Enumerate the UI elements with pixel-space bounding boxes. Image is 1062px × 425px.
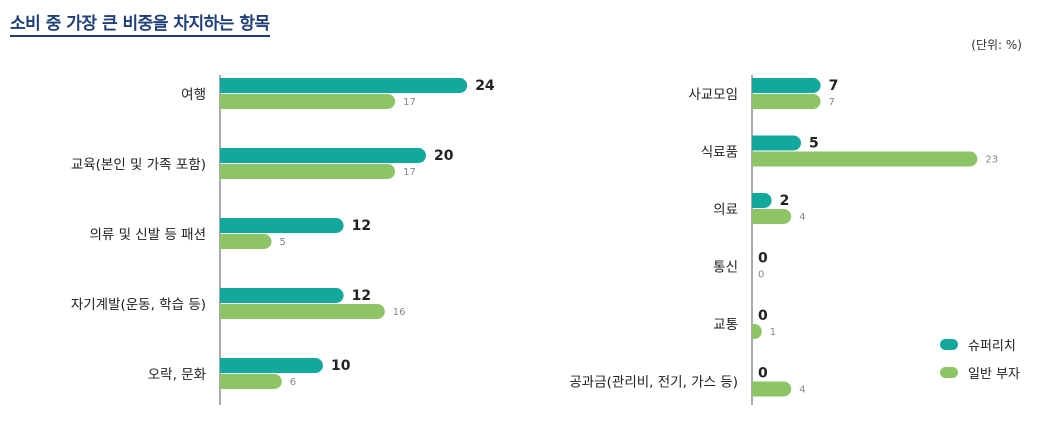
data-label: 5 [809,136,819,152]
unit-label: (단위: %) [971,38,1022,52]
category-label: 여행 [181,87,206,103]
category-label: 교육(본인 및 가족 포함) [71,157,206,173]
bar [220,358,324,373]
data-label: 12 [352,288,371,304]
bar [220,288,344,303]
data-label: 0 [758,270,764,281]
category-label: 자기계발(운동, 학습 등) [71,297,206,313]
bar [752,151,978,167]
category-label: 통신 [713,260,738,276]
bar [220,164,396,179]
data-label: 24 [475,78,495,94]
category-label: 의류 및 신발 등 패션 [89,227,206,243]
data-label: 0 [758,251,768,267]
chart-title: 소비 중 가장 큰 비중을 차지하는 항목 [10,9,270,37]
bar [752,135,801,151]
data-label: 4 [799,212,805,223]
legend-label-super-rich: 슈퍼리치 [968,338,1016,354]
data-label: 0 [758,308,768,324]
data-label: 7 [829,97,835,108]
category-label: 오락, 문화 [148,367,206,383]
data-label: 16 [393,307,406,318]
data-label: 12 [352,218,371,234]
category-label: 사교모임 [688,87,738,103]
data-label: 1 [770,327,776,338]
bar [220,218,344,233]
bar [220,148,427,163]
legend-swatch-general-rich [940,366,958,378]
legend-item-super-rich: 슈퍼리치 [940,333,1020,355]
bar [220,94,396,109]
data-label: 4 [799,385,805,396]
data-label: 7 [829,78,839,94]
data-label: 20 [434,148,454,164]
data-label: 2 [780,193,790,209]
bar [752,381,792,397]
legend-swatch-super-rich [940,338,958,350]
bar [752,94,821,109]
data-label: 23 [985,155,998,166]
bar [220,234,272,249]
bar [220,304,385,319]
category-label: 식료품 [701,145,738,161]
bar [752,324,762,339]
bar [752,193,772,208]
category-label: 교통 [713,317,738,333]
category-label: 공과금(관리비, 전기, 가스 등) [569,375,738,391]
data-label: 17 [403,167,416,178]
data-label: 17 [403,97,416,108]
data-label: 0 [758,366,768,382]
data-label: 6 [290,377,296,388]
legend-item-general-rich: 일반 부자 [940,361,1020,383]
legend: 슈퍼리치 일반 부자 [940,333,1020,389]
bar [220,374,282,389]
legend-label-general-rich: 일반 부자 [968,366,1020,382]
data-label: 10 [331,358,351,374]
bar [220,78,468,93]
bar [752,78,821,93]
data-label: 5 [280,237,286,248]
category-label: 의료 [713,202,738,218]
bar [752,209,792,224]
